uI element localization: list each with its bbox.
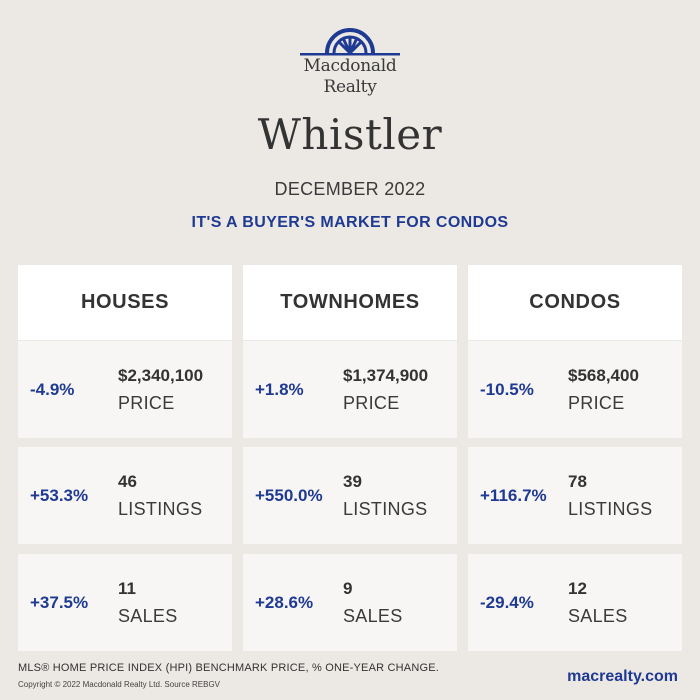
sales-value: 12 — [568, 578, 587, 598]
townhomes-column: TOWNHOMES +1.8% $1,374,900 PRICE +550.0%… — [243, 265, 457, 651]
sales-value: 9 — [343, 578, 353, 598]
sales-change: +28.6% — [255, 592, 314, 612]
price-change: +1.8% — [255, 379, 304, 399]
sales-label: SALES — [568, 605, 628, 626]
sales-change: -29.4% — [480, 592, 534, 612]
listings-stat: +550.0% 39 LISTINGS — [243, 447, 457, 544]
listings-value: 46 — [118, 471, 137, 491]
price-label: PRICE — [343, 392, 400, 413]
listings-change: +550.0% — [255, 485, 323, 505]
listings-label: LISTINGS — [118, 498, 203, 519]
sales-value: 11 — [118, 578, 136, 598]
sales-change: +37.5% — [30, 592, 89, 612]
website-link[interactable]: macrealty.com — [567, 668, 678, 685]
price-label: PRICE — [118, 392, 175, 413]
price-label: PRICE — [568, 392, 625, 413]
listings-value: 39 — [343, 471, 362, 491]
price-value: $568,400 — [568, 365, 639, 385]
sales-label: SALES — [118, 605, 178, 626]
listings-label: LISTINGS — [568, 498, 653, 519]
listings-stat: +116.7% 78 LISTINGS — [468, 447, 682, 544]
column-title: CONDOS — [468, 265, 682, 340]
houses-column: HOUSES -4.9% $2,340,100 PRICE +53.3% 46 … — [18, 265, 232, 651]
market-headline: IT'S A BUYER'S MARKET FOR CONDOS — [191, 214, 509, 231]
copyright-text: Copyright © 2022 Macdonald Realty Ltd. S… — [18, 680, 220, 689]
price-value: $1,374,900 — [343, 365, 429, 385]
condos-column: CONDOS -10.5% $568,400 PRICE +116.7% 78 … — [468, 265, 682, 651]
sales-stat: -29.4% 12 SALES — [468, 554, 682, 651]
listings-label: LISTINGS — [343, 498, 428, 519]
price-stat: -4.9% $2,340,100 PRICE — [18, 341, 232, 438]
column-title: HOUSES — [18, 265, 232, 340]
city-title: Whistler — [257, 110, 443, 159]
listings-stat: +53.3% 46 LISTINGS — [18, 447, 232, 544]
report-date: DECEMBER 2022 — [274, 179, 426, 199]
brand-name-line1: Macdonald — [303, 56, 397, 76]
price-stat: +1.8% $1,374,900 PRICE — [243, 341, 457, 438]
hpi-footnote: MLS® HOME PRICE INDEX (HPI) BENCHMARK PR… — [18, 662, 440, 674]
sales-stat: +37.5% 11 SALES — [18, 554, 232, 651]
column-title: TOWNHOMES — [243, 265, 457, 340]
brand-name-line2: Realty — [323, 77, 377, 97]
sales-stat: +28.6% 9 SALES — [243, 554, 457, 651]
listings-change: +116.7% — [480, 485, 547, 505]
brand-logo: Macdonald Realty — [300, 26, 400, 106]
price-change: -4.9% — [30, 379, 75, 399]
price-change: -10.5% — [480, 379, 534, 399]
listings-value: 78 — [568, 471, 587, 491]
listings-change: +53.3% — [30, 485, 89, 505]
price-value: $2,340,100 — [118, 365, 204, 385]
sales-label: SALES — [343, 605, 403, 626]
arched-window-logo-icon — [300, 28, 400, 56]
price-stat: -10.5% $568,400 PRICE — [468, 341, 682, 438]
